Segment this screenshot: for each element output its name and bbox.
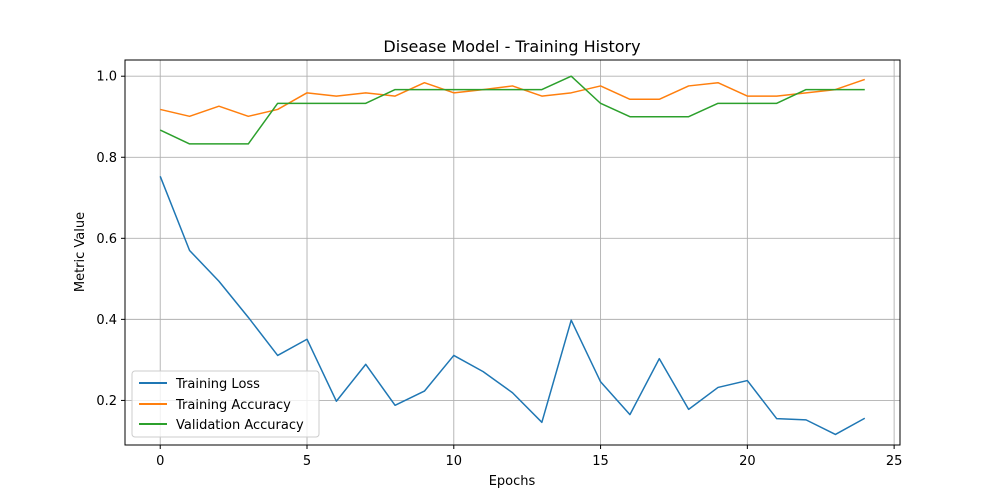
legend-label-training-loss: Training Loss <box>175 377 260 392</box>
legend: Training Loss Training Accuracy Validati… <box>131 370 320 438</box>
legend-box <box>131 370 320 438</box>
x-tick-label: 25 <box>886 454 903 469</box>
series-training-loss <box>159 176 866 436</box>
legend-label-training-accuracy: Training Accuracy <box>175 398 291 413</box>
y-tick-label: 0.6 <box>96 232 117 247</box>
y-axis-label: Metric Value <box>73 212 88 292</box>
series-validation-accuracy <box>159 75 865 145</box>
x-tick-label: 0 <box>156 454 164 469</box>
x-tick-label: 5 <box>303 454 311 469</box>
y-tick-label: 1.0 <box>96 70 117 85</box>
x-axis-ticks: 0 5 10 15 20 25 <box>156 445 902 469</box>
x-tick-label: 20 <box>739 454 756 469</box>
x-tick-label: 15 <box>592 454 609 469</box>
chart-title: Disease Model - Training History <box>383 37 640 56</box>
x-tick-label: 10 <box>446 454 463 469</box>
x-axis-label: Epochs <box>489 474 536 489</box>
series-training-accuracy <box>160 78 866 118</box>
y-axis-ticks: 0.2 0.4 0.6 0.8 1.0 <box>96 70 125 409</box>
y-tick-label: 0.8 <box>96 151 117 166</box>
plot-frame <box>124 59 901 446</box>
legend-label-validation-accuracy: Validation Accuracy <box>176 418 304 433</box>
y-tick-label: 0.4 <box>96 313 117 328</box>
y-tick-label: 0.2 <box>96 394 117 409</box>
series-line-training-accuracy <box>160 78 866 118</box>
series-layer <box>159 75 866 436</box>
